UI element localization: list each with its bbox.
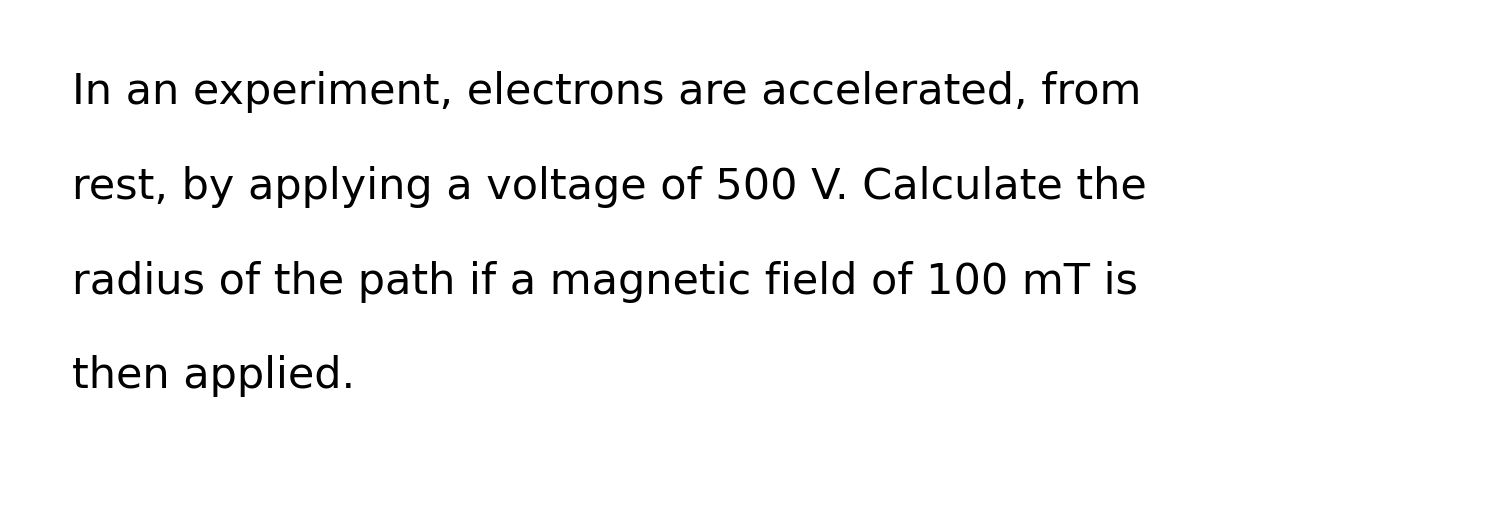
Text: radius of the path if a magnetic field of 100 mT is: radius of the path if a magnetic field o… xyxy=(72,261,1138,303)
Text: then applied.: then applied. xyxy=(72,355,356,397)
Text: rest, by applying a voltage of 500 V. Calculate the: rest, by applying a voltage of 500 V. Ca… xyxy=(72,166,1146,208)
Text: In an experiment, electrons are accelerated, from: In an experiment, electrons are accelera… xyxy=(72,71,1142,113)
